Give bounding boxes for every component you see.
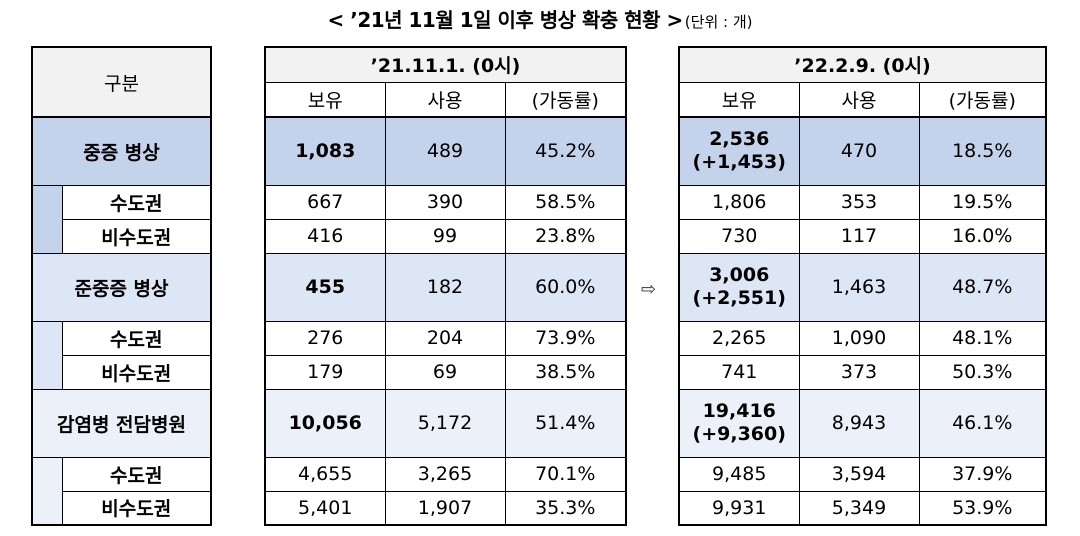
column-header-used: 사용	[384, 81, 506, 118]
table-cell: 730	[678, 218, 800, 254]
table-cell: 455	[264, 252, 386, 322]
table-cell: 16.0%	[918, 218, 1047, 254]
table-cell: 1,907	[384, 490, 506, 526]
title-text: < ’21년 11월 1일 이후 병상 확충 현황 >	[327, 8, 684, 32]
category-sub-capital: 수도권	[61, 184, 212, 220]
table-cell: 1,083	[264, 116, 386, 186]
table-cell: 70.1%	[504, 456, 627, 492]
table-cell: 182	[384, 252, 506, 322]
table-cell: 19.5%	[918, 184, 1047, 220]
period-1-table: ’21.11.1. (0시) 보유 사용 (가동률) 1,083 489 45.…	[264, 46, 627, 526]
category-table: 구분 중증 병상 수도권 비수도권 준중증 병상 수도권 비수도권 감염병 전담…	[31, 46, 212, 526]
table-cell: 53.9%	[918, 490, 1047, 526]
table-cell: 5,401	[264, 490, 386, 526]
table-cell: 5,172	[384, 388, 506, 458]
category-sub-noncapital: 비수도권	[61, 354, 212, 390]
category-sub-capital: 수도권	[61, 320, 212, 356]
table-cell: 416	[264, 218, 386, 254]
table-cell: 204	[384, 320, 506, 356]
increase-value: (+1,453)	[692, 151, 786, 174]
column-header-rate: (가동률)	[918, 81, 1047, 118]
period-2-date: ’22.2.9. (0시)	[678, 46, 1047, 83]
owned-value: 19,416	[702, 400, 776, 423]
period-1-date: ’21.11.1. (0시)	[264, 46, 627, 83]
table-cell: 2,265	[678, 320, 800, 356]
table-cell: 3,265	[384, 456, 506, 492]
column-header-owned: 보유	[678, 81, 800, 118]
table-cell: 69	[384, 354, 506, 390]
arrow-right-icon: ⇨	[641, 279, 657, 300]
table-cell: 741	[678, 354, 800, 390]
table-cell: 9,485	[678, 456, 800, 492]
category-infectious-hospital: 감염병 전담병원	[31, 388, 212, 458]
period-2-table: ’22.2.9. (0시) 보유 사용 (가동률) 2,536 (+1,453) …	[678, 46, 1047, 526]
table-cell: 35.3%	[504, 490, 627, 526]
table-cell: 38.5%	[504, 354, 627, 390]
category-header: 구분	[31, 46, 212, 118]
table-cell: 179	[264, 354, 386, 390]
column-header-used: 사용	[798, 81, 920, 118]
table-cell: 4,655	[264, 456, 386, 492]
category-severe: 중증 병상	[31, 116, 212, 186]
table-cell: 8,943	[798, 388, 920, 458]
owned-value: 2,536	[709, 128, 770, 151]
table-cell: 667	[264, 184, 386, 220]
table-cell: 60.0%	[504, 252, 627, 322]
table-cell: 46.1%	[918, 388, 1047, 458]
category-sub-noncapital: 비수도권	[61, 218, 212, 254]
table-cell: 37.9%	[918, 456, 1047, 492]
table-cell: 390	[384, 184, 506, 220]
page-title: < ’21년 11월 1일 이후 병상 확충 현황 > (단위 : 개)	[0, 4, 1080, 34]
table-cell: 51.4%	[504, 388, 627, 458]
table-cell: 73.9%	[504, 320, 627, 356]
table-cell: 10,056	[264, 388, 386, 458]
table-cell: 3,594	[798, 456, 920, 492]
table-cell-owned-increase: 19,416 (+9,360)	[678, 388, 800, 458]
table-cell: 50.3%	[918, 354, 1047, 390]
table-cell: 45.2%	[504, 116, 627, 186]
table-cell: 1,090	[798, 320, 920, 356]
table-cell: 58.5%	[504, 184, 627, 220]
table-cell: 23.8%	[504, 218, 627, 254]
increase-value: (+2,551)	[692, 287, 786, 309]
table-cell: 48.7%	[918, 252, 1047, 322]
table-cell: 373	[798, 354, 920, 390]
category-sub-noncapital: 비수도권	[61, 490, 212, 526]
category-indent	[31, 321, 63, 389]
table-cell-owned-increase: 3,006 (+2,551)	[678, 252, 800, 322]
category-semi-severe: 준중증 병상	[31, 252, 212, 322]
table-cell: 5,349	[798, 490, 920, 526]
table-cell: 99	[384, 218, 506, 254]
category-indent	[31, 185, 63, 253]
column-header-rate: (가동률)	[504, 81, 627, 118]
owned-value: 3,006	[709, 264, 770, 287]
unit-text: (단위 : 개)	[684, 13, 753, 31]
increase-value: (+9,360)	[692, 423, 786, 445]
table-cell: 353	[798, 184, 920, 220]
table-cell: 48.1%	[918, 320, 1047, 356]
table-cell: 276	[264, 320, 386, 356]
table-cell: 9,931	[678, 490, 800, 526]
table-cell: 489	[384, 116, 506, 186]
table-cell: 470	[798, 116, 920, 186]
category-sub-capital: 수도권	[61, 456, 212, 492]
table-cell: 117	[798, 218, 920, 254]
table-cell-owned-increase: 2,536 (+1,453)	[678, 116, 800, 186]
table-cell: 18.5%	[918, 116, 1047, 186]
column-header-owned: 보유	[264, 81, 386, 118]
category-indent	[31, 457, 63, 525]
table-cell: 1,463	[798, 252, 920, 322]
table-cell: 1,806	[678, 184, 800, 220]
